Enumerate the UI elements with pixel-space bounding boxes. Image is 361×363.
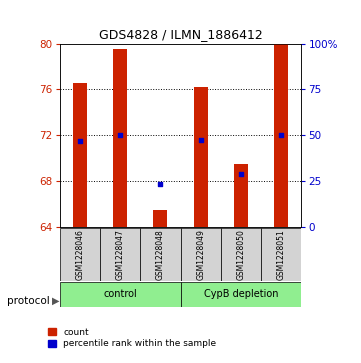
Bar bbox=[180, 228, 221, 281]
Bar bbox=[73, 82, 87, 227]
Bar bbox=[193, 87, 208, 227]
Title: GDS4828 / ILMN_1886412: GDS4828 / ILMN_1886412 bbox=[99, 28, 262, 41]
Text: CypB depletion: CypB depletion bbox=[204, 289, 278, 299]
Text: protocol: protocol bbox=[7, 295, 50, 306]
Text: GSM1228050: GSM1228050 bbox=[236, 229, 245, 280]
Bar bbox=[100, 228, 140, 281]
Legend: count, percentile rank within the sample: count, percentile rank within the sample bbox=[48, 327, 216, 348]
Point bbox=[157, 182, 163, 187]
Point bbox=[238, 171, 244, 177]
Bar bbox=[60, 282, 180, 307]
Text: GSM1228048: GSM1228048 bbox=[156, 229, 165, 280]
Text: GSM1228049: GSM1228049 bbox=[196, 229, 205, 280]
Text: control: control bbox=[103, 289, 137, 299]
Text: ▶: ▶ bbox=[52, 295, 60, 306]
Bar bbox=[153, 210, 168, 227]
Bar bbox=[234, 164, 248, 227]
Bar bbox=[221, 228, 261, 281]
Text: GSM1228051: GSM1228051 bbox=[277, 229, 286, 280]
Point bbox=[77, 138, 83, 144]
Bar bbox=[261, 228, 301, 281]
Bar bbox=[140, 228, 180, 281]
Point bbox=[198, 137, 204, 143]
Point bbox=[117, 132, 123, 138]
Bar bbox=[60, 228, 100, 281]
Bar bbox=[180, 282, 301, 307]
Bar bbox=[113, 49, 127, 227]
Text: GSM1228047: GSM1228047 bbox=[116, 229, 125, 280]
Text: GSM1228046: GSM1228046 bbox=[75, 229, 84, 280]
Bar bbox=[274, 44, 288, 227]
Point bbox=[278, 132, 284, 138]
